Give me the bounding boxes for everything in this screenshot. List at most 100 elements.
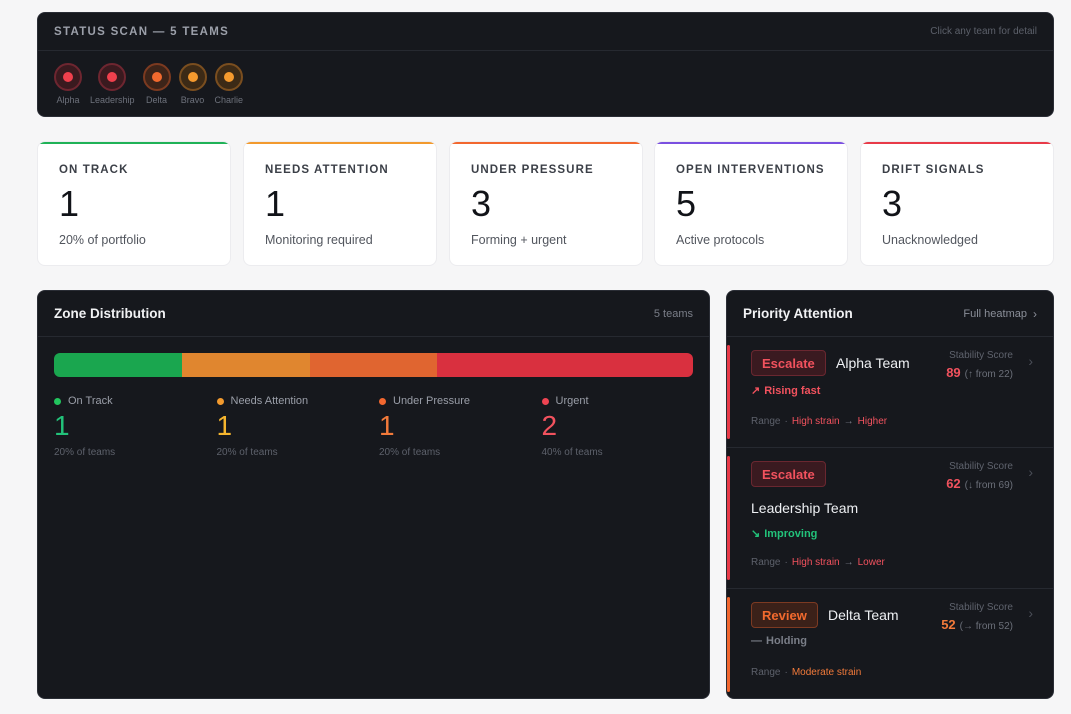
zone-percent: 40% of teams bbox=[541, 447, 603, 458]
zone-bar-segment-under-pressure bbox=[309, 353, 438, 377]
zone-distribution-title: Zone Distribution bbox=[54, 306, 166, 321]
priority-accent-bar bbox=[727, 345, 730, 439]
status-scan-panel: STATUS SCAN — 5 TEAMS Click any team for… bbox=[37, 12, 1054, 117]
priority-attention-title: Priority Attention bbox=[743, 306, 853, 321]
zone-item-needs-attention: Needs Attention 1 20% of teams bbox=[216, 395, 380, 458]
bullet-icon bbox=[541, 397, 549, 405]
bullet-icon bbox=[54, 397, 61, 405]
priority-attention-panel: Priority Attention Full heatmap › Escala… bbox=[726, 290, 1054, 699]
trend-indicator: ↘ Improving bbox=[751, 527, 818, 541]
card-accent-line bbox=[244, 142, 436, 144]
team-dot-alpha[interactable]: Alpha bbox=[54, 63, 82, 105]
zone-distribution-panel: Zone Distribution 5 teams On Track 1 20%… bbox=[37, 290, 710, 699]
trend-label: Improving bbox=[764, 527, 818, 540]
zone-percent: 20% of teams bbox=[54, 447, 116, 458]
priority-attention-header: Priority Attention Full heatmap › bbox=[727, 291, 1053, 337]
range-row: Range · High strain → Higher bbox=[751, 416, 887, 427]
stat-card-drift-signals: DRIFT SIGNALS 3 Unacknowledged bbox=[860, 141, 1054, 266]
dot-separator: · bbox=[784, 667, 788, 678]
team-name: Delta Team bbox=[828, 607, 899, 623]
range-from: High strain bbox=[791, 416, 840, 427]
status-dot-icon bbox=[214, 63, 243, 91]
zone-legend: On Track 1 20% of teams Needs Attention … bbox=[54, 395, 704, 458]
card-title: OPEN INTERVENTIONS bbox=[676, 164, 825, 176]
range-row: Range · Moderate strain bbox=[751, 667, 861, 678]
range-label: Range bbox=[751, 416, 781, 427]
card-title: ON TRACK bbox=[59, 164, 129, 176]
status-dot-icon bbox=[54, 63, 82, 91]
escalate-badge: Escalate bbox=[751, 350, 826, 376]
improving-icon: ↘ bbox=[751, 528, 761, 540]
full-heatmap-label: Full heatmap bbox=[963, 307, 1027, 320]
status-dot-icon bbox=[142, 63, 171, 91]
card-value: 1 bbox=[265, 183, 286, 224]
card-accent-line bbox=[655, 142, 847, 144]
team-dot-label: Delta bbox=[146, 95, 168, 105]
range-label: Range bbox=[751, 557, 781, 568]
team-dot-charlie[interactable]: Charlie bbox=[214, 63, 243, 105]
review-badge: Review bbox=[751, 602, 818, 628]
zone-item-under-pressure: Under Pressure 1 20% of teams bbox=[379, 395, 542, 458]
stability-score-change: (↓ from 69) bbox=[964, 480, 1013, 491]
zone-label-row: Urgent bbox=[541, 395, 705, 407]
escalate-badge: Escalate bbox=[751, 461, 826, 487]
arrow-right-icon: → bbox=[843, 416, 854, 427]
zone-count: 2 bbox=[541, 410, 558, 441]
dot-separator: · bbox=[784, 557, 788, 568]
zone-label-row: On Track bbox=[54, 395, 217, 407]
card-subtitle: Monitoring required bbox=[265, 233, 373, 247]
team-dot-leadership[interactable]: Leadership bbox=[90, 63, 135, 105]
range-from: High strain bbox=[791, 557, 840, 568]
card-value: 3 bbox=[471, 183, 492, 224]
zone-count: 1 bbox=[54, 410, 70, 441]
team-dot-bravo[interactable]: Bravo bbox=[178, 63, 207, 105]
zone-percent: 20% of teams bbox=[379, 447, 441, 458]
priority-item-leadership[interactable]: Escalate Leadership Team ↘ Improving Sta… bbox=[727, 448, 1053, 589]
team-dot-label: Alpha bbox=[56, 95, 80, 105]
zone-distribution-bar bbox=[54, 353, 693, 377]
status-scan-header: STATUS SCAN — 5 TEAMS Click any team for… bbox=[38, 13, 1053, 51]
stability-score-label: Stability Score bbox=[949, 602, 1013, 613]
rising-fast-icon: ↗ bbox=[751, 385, 761, 397]
card-title: NEEDS ATTENTION bbox=[265, 164, 389, 176]
zone-team-count: 5 teams bbox=[653, 307, 693, 320]
trend-label: Holding bbox=[766, 635, 807, 647]
zone-label: Under Pressure bbox=[393, 395, 471, 407]
card-value: 5 bbox=[676, 183, 697, 224]
card-title: DRIFT SIGNALS bbox=[882, 164, 985, 176]
stability-score-change: (↑ from 22) bbox=[964, 369, 1013, 380]
chevron-right-icon: › bbox=[1028, 464, 1033, 480]
stat-card-under-pressure: UNDER PRESSURE 3 Forming + urgent bbox=[449, 141, 643, 266]
status-scan-title: STATUS SCAN — 5 TEAMS bbox=[54, 25, 230, 38]
holding-icon: — bbox=[751, 635, 762, 647]
card-accent-line bbox=[38, 142, 230, 144]
card-accent-line bbox=[450, 142, 642, 144]
chevron-right-icon: › bbox=[1028, 605, 1033, 621]
priority-item-delta[interactable]: Review Delta Team — Holding Stability Sc… bbox=[727, 589, 1053, 698]
card-subtitle: Forming + urgent bbox=[471, 233, 567, 247]
trend-label: Rising fast bbox=[764, 384, 821, 397]
team-status-dots: Alpha Leadership Delta Bravo Charlie bbox=[38, 51, 1053, 105]
arrow-right-icon: → bbox=[843, 557, 854, 568]
range-to: Higher bbox=[857, 416, 888, 427]
card-accent-line bbox=[861, 142, 1053, 144]
stability-score-value: 62 bbox=[946, 476, 961, 491]
zone-label-row: Needs Attention bbox=[216, 395, 380, 407]
stat-card-open-interventions: OPEN INTERVENTIONS 5 Active protocols bbox=[654, 141, 848, 266]
dot-separator: · bbox=[784, 416, 788, 427]
trend-indicator: — Holding bbox=[751, 635, 807, 647]
full-heatmap-link[interactable]: Full heatmap › bbox=[963, 307, 1037, 321]
zone-item-urgent: Urgent 2 40% of teams bbox=[541, 395, 705, 458]
zone-distribution-header: Zone Distribution 5 teams bbox=[38, 291, 709, 337]
zone-count: 1 bbox=[216, 410, 233, 441]
zone-label: Urgent bbox=[555, 395, 589, 407]
priority-item-alpha[interactable]: Escalate Alpha Team ↗ Rising fast Stabil… bbox=[727, 337, 1053, 448]
zone-label-row: Under Pressure bbox=[379, 395, 542, 407]
status-dot-icon bbox=[98, 63, 127, 91]
team-dot-delta[interactable]: Delta bbox=[142, 63, 171, 105]
card-value: 3 bbox=[882, 183, 903, 224]
card-subtitle: Unacknowledged bbox=[882, 233, 978, 247]
team-dot-label: Bravo bbox=[180, 95, 205, 105]
stat-card-on-track: ON TRACK 1 20% of portfolio bbox=[37, 141, 231, 266]
status-scan-hint: Click any team for detail bbox=[930, 26, 1037, 37]
